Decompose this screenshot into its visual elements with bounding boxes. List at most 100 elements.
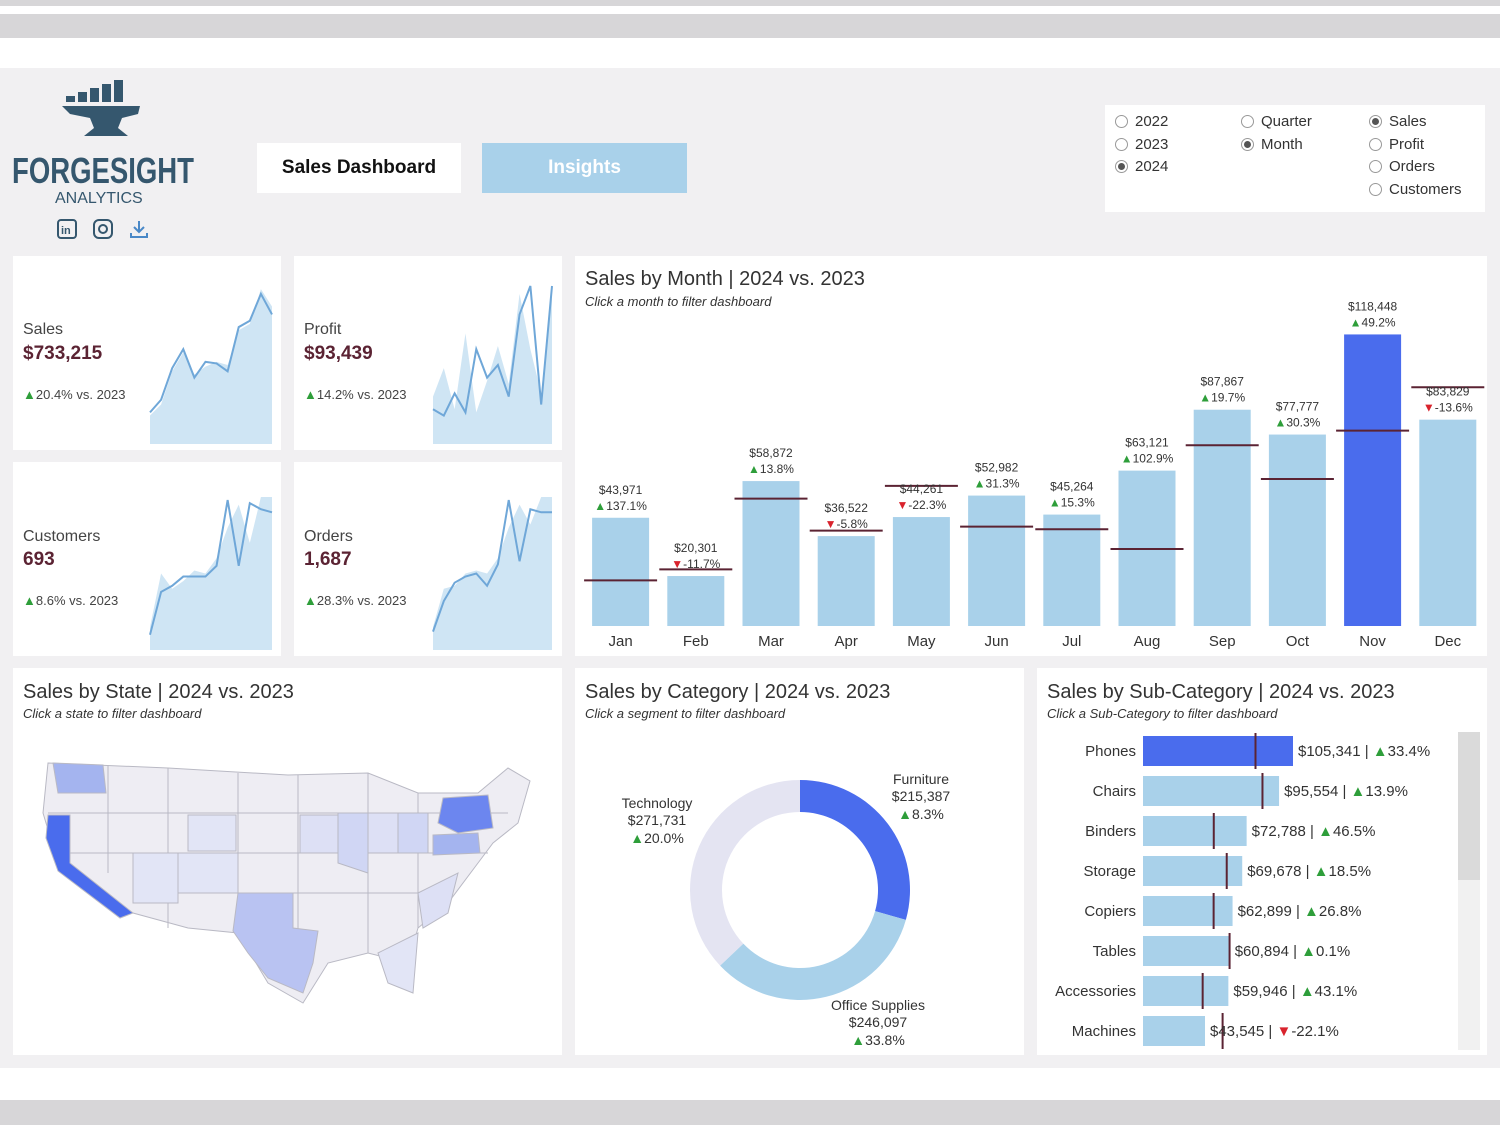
filter-option-month[interactable]: Month bbox=[1241, 136, 1303, 153]
radio-button[interactable] bbox=[1369, 160, 1382, 173]
radio-button[interactable] bbox=[1369, 182, 1382, 196]
subcategory-chart-card: Sales by Sub-Category | 2024 vs. 2023 Cl… bbox=[1037, 668, 1487, 1055]
sales-dashboard-button[interactable]: Sales Dashboard bbox=[257, 143, 461, 193]
value-delta-label: $72,788 | ▲46.5% bbox=[1252, 823, 1376, 840]
bar-nov bbox=[1344, 334, 1402, 626]
radio-button[interactable] bbox=[1115, 160, 1128, 173]
state-florida[interactable] bbox=[377, 932, 419, 994]
bar-sep bbox=[1193, 409, 1251, 626]
linkedin-icon[interactable]: in bbox=[57, 219, 77, 239]
slice-value-label: $215,387 bbox=[892, 788, 951, 804]
instagram-icon[interactable] bbox=[93, 219, 113, 239]
state-texas[interactable] bbox=[232, 892, 319, 994]
month-tick-label: Feb bbox=[683, 633, 709, 650]
filter-option-sales[interactable]: Sales bbox=[1369, 113, 1427, 130]
filter-option-2024[interactable]: 2024 bbox=[1115, 158, 1168, 175]
bar-jan bbox=[592, 517, 650, 626]
value-label: $83,829 bbox=[1426, 385, 1470, 399]
month-tick-label: Aug bbox=[1134, 633, 1161, 650]
value-label: $77,777 bbox=[1276, 400, 1320, 414]
state-colorado[interactable] bbox=[187, 814, 237, 852]
filter-label: Month bbox=[1261, 135, 1303, 153]
month-tick-label: Oct bbox=[1286, 633, 1310, 650]
value-delta-label: $69,678 | ▲18.5% bbox=[1247, 863, 1371, 880]
bar-phones bbox=[1143, 736, 1293, 766]
radio-button[interactable] bbox=[1369, 137, 1382, 151]
bar-copiers bbox=[1143, 896, 1233, 926]
kpi-card-customers[interactable]: Customers 693 ▲8.6% vs. 2023 bbox=[13, 462, 281, 656]
kpi-card-profit[interactable]: Profit $93,439 ▲14.2% vs. 2023 bbox=[294, 256, 562, 450]
radio-button[interactable] bbox=[1241, 115, 1254, 128]
us-state-map[interactable] bbox=[38, 753, 538, 1023]
bottom-bar bbox=[0, 1100, 1500, 1125]
up-triangle-icon: ▲ bbox=[23, 593, 36, 608]
chart-subtitle: Click a state to filter dashboard bbox=[23, 706, 202, 721]
state-iowa[interactable] bbox=[299, 814, 339, 854]
radio-button[interactable] bbox=[1369, 115, 1382, 128]
radio-button[interactable] bbox=[1115, 137, 1128, 151]
kpi-label: Profit bbox=[304, 321, 342, 338]
month-tick-label: May bbox=[907, 633, 936, 650]
subcategory-label: Storage bbox=[1083, 863, 1136, 880]
bar-tables bbox=[1143, 936, 1230, 966]
radio-button[interactable] bbox=[1115, 115, 1128, 128]
value-label: $118,448 bbox=[1348, 299, 1397, 313]
brand-sub: ANALYTICS bbox=[55, 190, 143, 207]
category-donut-chart[interactable]: Furniture$215,387 ▲8.3% Office Supplies$24… bbox=[575, 668, 1024, 1055]
current-year-line bbox=[149, 499, 273, 635]
state-carolinas[interactable] bbox=[417, 872, 459, 929]
state-washington[interactable] bbox=[52, 762, 107, 794]
bar-oct bbox=[1268, 434, 1326, 626]
month-tick-label: Jan bbox=[609, 633, 633, 650]
filter-option-profit[interactable]: Profit bbox=[1369, 136, 1424, 153]
kpi-value: 693 bbox=[23, 549, 55, 570]
state-new-mexico[interactable] bbox=[177, 852, 239, 894]
value-label: $58,872 bbox=[749, 446, 793, 460]
kpi-value: $93,439 bbox=[304, 343, 373, 364]
subcategory-label: Tables bbox=[1093, 943, 1136, 960]
state-california[interactable] bbox=[45, 814, 134, 919]
bar-storage bbox=[1143, 856, 1243, 886]
kpi-delta: ▲8.6% vs. 2023 bbox=[23, 593, 119, 608]
subcategory-label: Accessories bbox=[1055, 983, 1136, 1000]
current-year-line bbox=[432, 285, 553, 417]
state-illinois[interactable] bbox=[337, 812, 369, 874]
bar-machines bbox=[1143, 1016, 1206, 1046]
slice-value-label: $271,731 bbox=[628, 812, 687, 828]
filter-option-quarter[interactable]: Quarter bbox=[1241, 113, 1312, 130]
month-tick-label: Jul bbox=[1062, 633, 1081, 650]
delta-label: ▲31.3% bbox=[974, 477, 1020, 491]
bar-dec bbox=[1419, 419, 1477, 626]
state-pennsylvania[interactable] bbox=[432, 832, 481, 856]
kpi-card-sales[interactable]: Sales $733,215 ▲20.4% vs. 2023 bbox=[13, 256, 281, 450]
radio-button[interactable] bbox=[1241, 137, 1254, 151]
filter-option-customers[interactable]: Customers bbox=[1369, 181, 1462, 198]
brand-name: FORGESIGHT bbox=[12, 150, 194, 191]
monthly-bar-chart[interactable]: $43,971 ▲137.1% Jan $20,301 ▼-11.7% Feb $58,87… bbox=[575, 256, 1487, 656]
kpi-value: 1,687 bbox=[304, 549, 352, 570]
state-new-york[interactable] bbox=[437, 794, 494, 834]
prior-year-area bbox=[150, 289, 272, 444]
bar-may bbox=[892, 517, 950, 626]
value-delta-label: $43,545 | ▼-22.1% bbox=[1210, 1023, 1339, 1040]
filter-label: 2022 bbox=[1135, 113, 1169, 130]
subcategory-bar-chart[interactable]: Phones $105,341 | ▲33.4% Chairs $95,554 | ▲… bbox=[1037, 668, 1457, 1055]
svg-text:in: in bbox=[61, 225, 71, 237]
orders-sparkline bbox=[432, 497, 552, 650]
download-icon[interactable] bbox=[129, 219, 149, 239]
filter-option-2022[interactable]: 2022 bbox=[1115, 113, 1168, 130]
scrollbar-track[interactable] bbox=[1458, 732, 1480, 1050]
insights-button[interactable]: Insights bbox=[482, 143, 687, 193]
filter-option-2023[interactable]: 2023 bbox=[1115, 136, 1168, 153]
scrollbar-thumb[interactable] bbox=[1458, 732, 1480, 880]
filter-label: Orders bbox=[1389, 158, 1435, 175]
state-indiana[interactable] bbox=[367, 812, 399, 854]
state-arizona[interactable] bbox=[132, 852, 179, 904]
category-chart-card: Sales by Category | 2024 vs. 2023 Click … bbox=[575, 668, 1024, 1055]
state-ohio[interactable] bbox=[397, 812, 429, 854]
month-tick-label: Mar bbox=[758, 633, 784, 650]
filter-option-orders[interactable]: Orders bbox=[1369, 158, 1435, 175]
bar-binders bbox=[1143, 816, 1247, 846]
value-label: $20,301 bbox=[674, 541, 718, 555]
kpi-card-orders[interactable]: Orders 1,687 ▲28.3% vs. 2023 bbox=[294, 462, 562, 656]
